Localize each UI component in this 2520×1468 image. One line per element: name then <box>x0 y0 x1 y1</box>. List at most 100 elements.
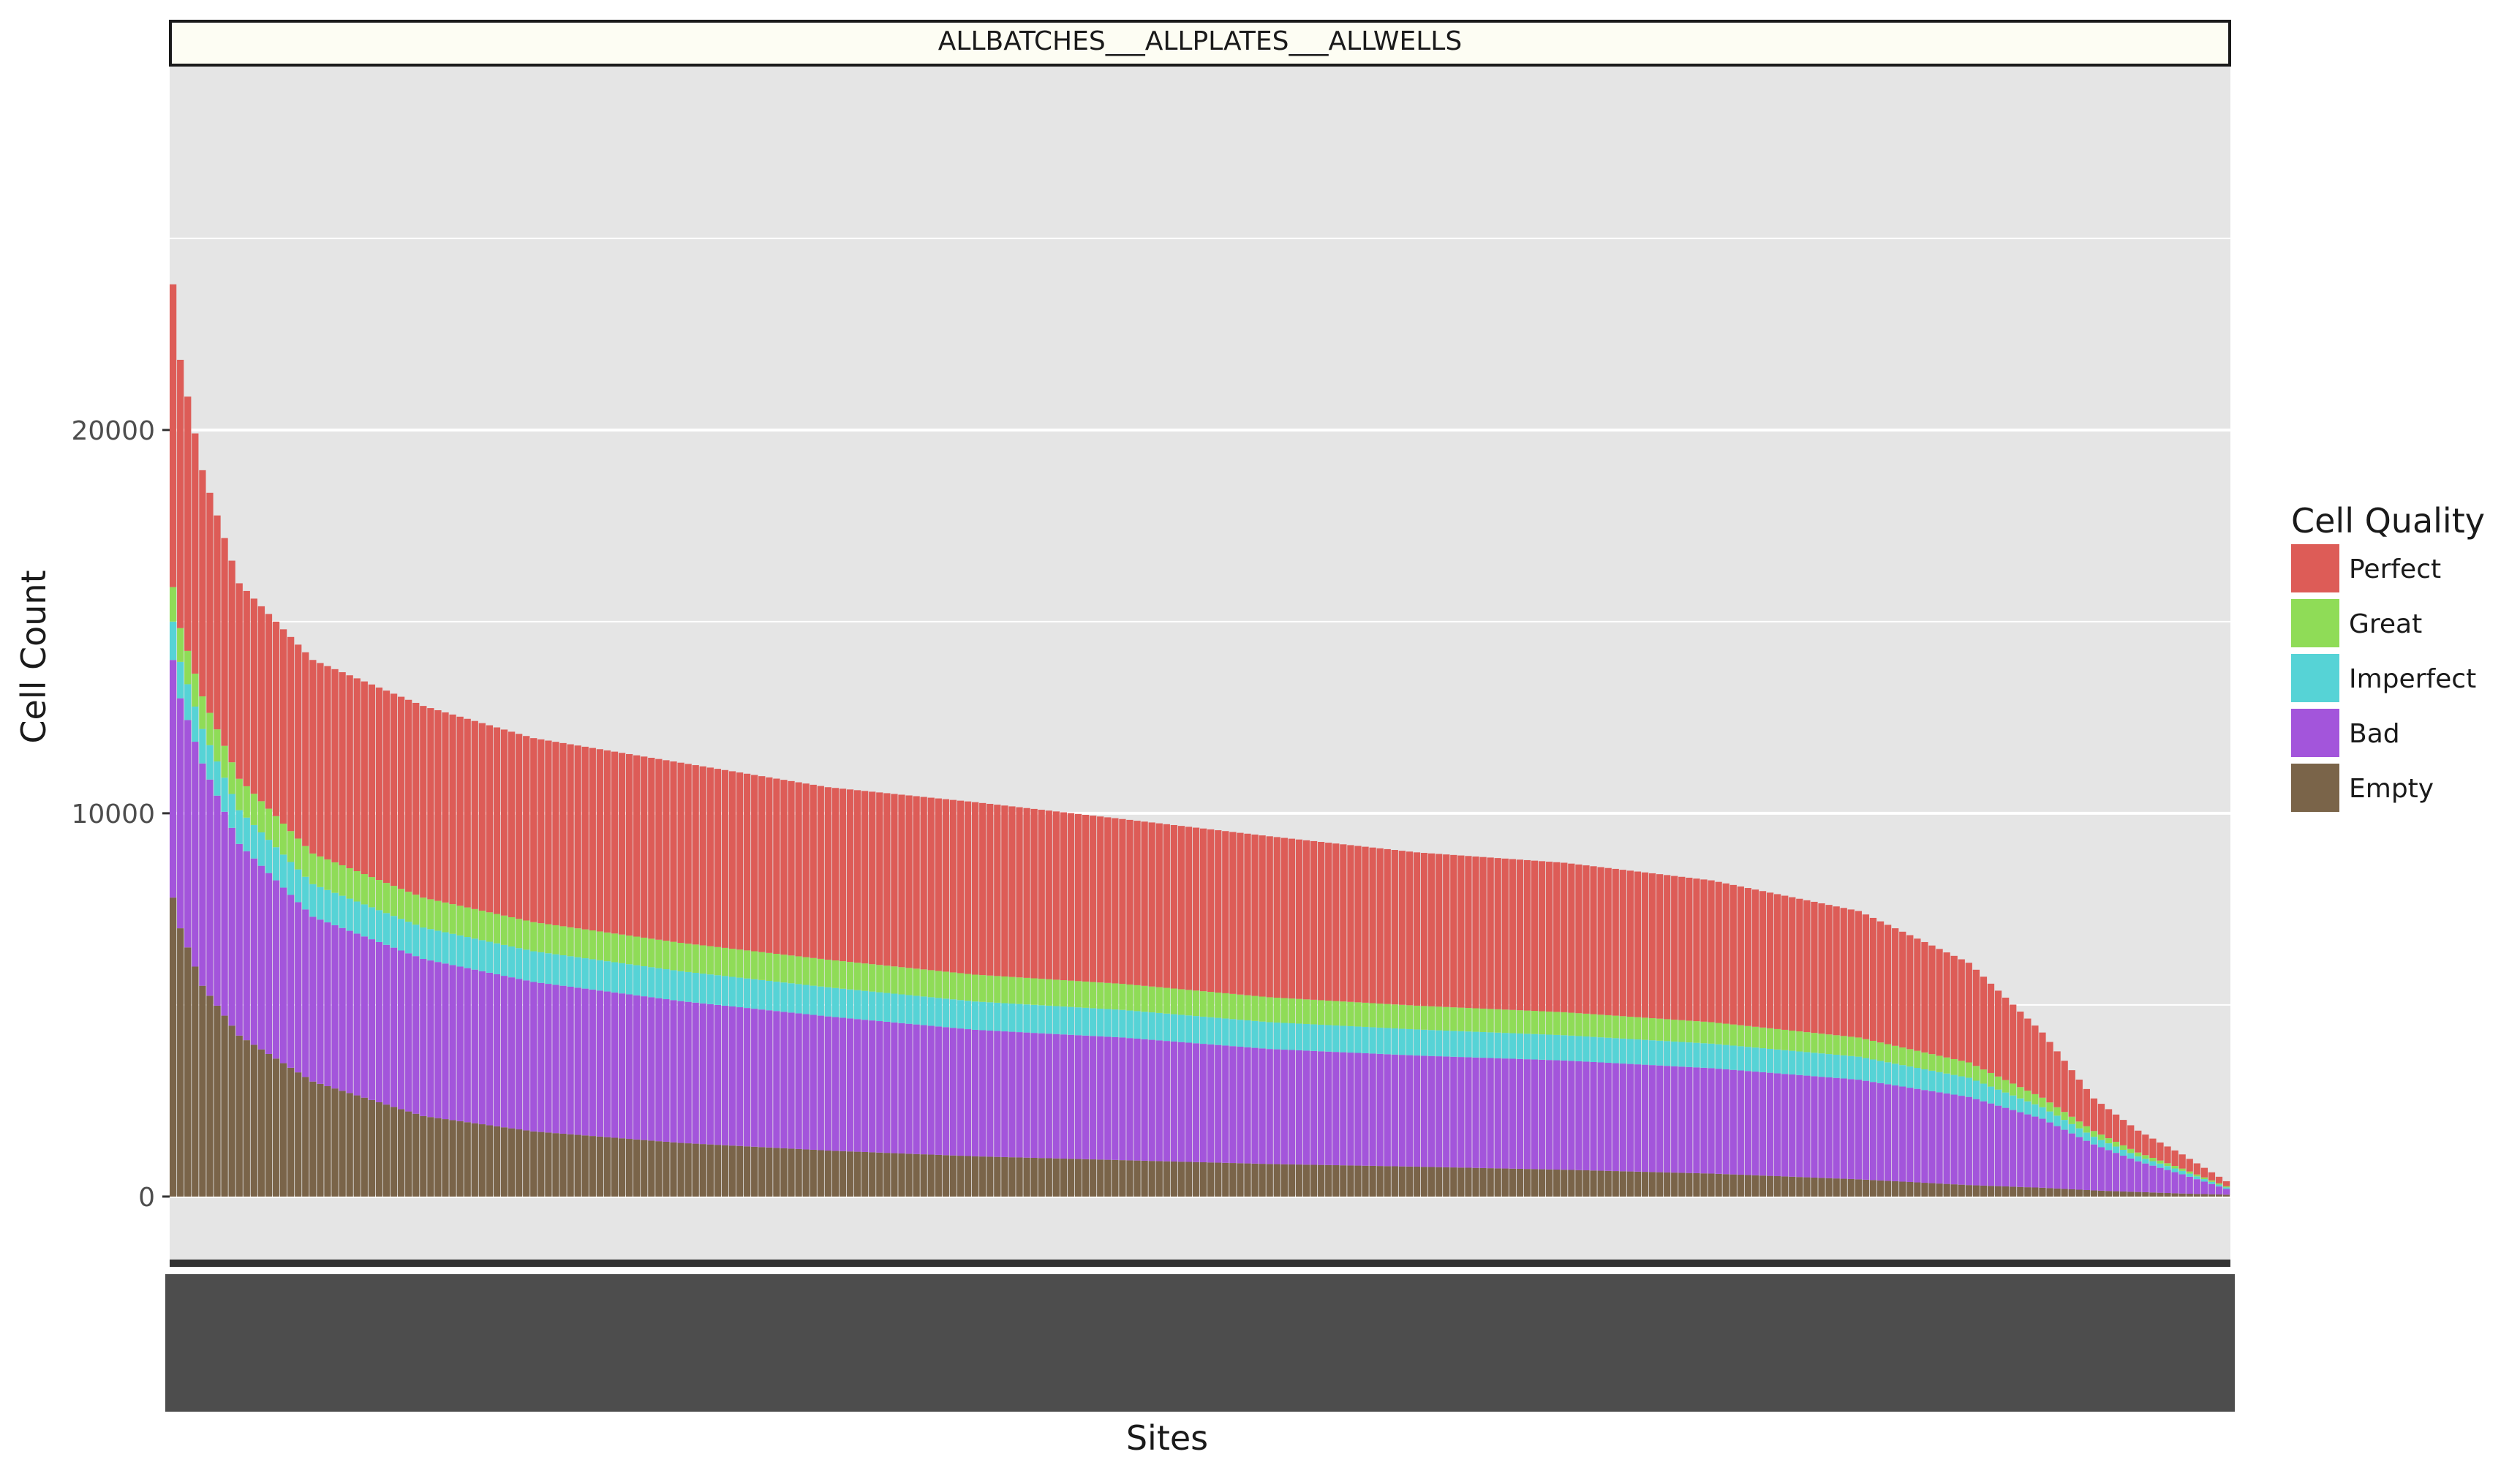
bar-segment-empty <box>2112 1191 2120 1197</box>
site-bar <box>633 755 641 1197</box>
bar-segment-perfect <box>1369 847 1376 1004</box>
bar-segment-imperfect <box>1708 1043 1715 1069</box>
bar-segment-bad <box>949 1028 957 1156</box>
bar-segment-perfect <box>339 672 346 865</box>
bar-segment-imperfect <box>1825 1054 1833 1077</box>
bar-segment-great <box>611 933 619 963</box>
bar-segment-imperfect <box>2135 1156 2142 1162</box>
bar-segment-great <box>228 762 235 794</box>
site-bar <box>1664 875 1671 1197</box>
bar-segment-imperfect <box>1391 1028 1398 1055</box>
bar-segment-imperfect <box>898 994 905 1023</box>
bar-segment-bad <box>824 1016 831 1151</box>
bar-segment-perfect <box>1067 813 1075 981</box>
bar-segment-empty <box>1686 1172 1693 1197</box>
bar-segment-imperfect <box>1876 1061 1885 1083</box>
bar-segment-great <box>1943 1057 1950 1074</box>
bar-segment-imperfect <box>405 922 412 954</box>
bar-segment-imperfect <box>375 910 383 942</box>
bar-segment-great <box>1163 987 1170 1014</box>
site-bar <box>677 762 684 1197</box>
bar-segment-bad <box>523 980 530 1131</box>
bar-segment-perfect <box>1729 884 1737 1025</box>
bar-segment-perfect <box>1840 908 1847 1036</box>
bar-segment-bad <box>1759 1072 1767 1176</box>
bar-segment-bad <box>846 1018 854 1152</box>
bar-segment-empty <box>596 1136 603 1197</box>
bar-segment-perfect <box>530 738 537 922</box>
bar-segment-perfect <box>721 769 729 948</box>
bar-segment-bad <box>1148 1039 1155 1162</box>
site-bar <box>287 636 295 1197</box>
bar-segment-bad <box>405 953 412 1112</box>
bar-segment-great <box>2164 1163 2171 1167</box>
bar-segment-imperfect <box>2200 1179 2208 1182</box>
bar-segment-bad <box>1295 1050 1303 1165</box>
bar-segment-bad <box>853 1019 861 1152</box>
bar-segment-perfect <box>1818 903 1825 1034</box>
bar-segment-great <box>780 955 788 983</box>
bar-segment-perfect <box>1641 872 1649 1018</box>
bar-segment-perfect <box>891 794 898 967</box>
bar-segment-perfect <box>1553 862 1561 1012</box>
bar-segment-empty <box>1354 1165 1362 1197</box>
bar-segment-empty <box>2061 1189 2068 1197</box>
bar-segment-imperfect <box>1332 1025 1340 1053</box>
site-bar <box>397 696 405 1197</box>
bar-segment-perfect <box>2002 997 2010 1080</box>
bar-segment-bad <box>1847 1079 1855 1179</box>
bar-segment-bad <box>1413 1055 1421 1167</box>
bar-segment-great <box>2010 1083 2017 1096</box>
bar-segment-bad <box>2135 1161 2142 1192</box>
bar-segment-great <box>1766 1028 1774 1049</box>
site-bar <box>1266 836 1273 1197</box>
bar-segment-empty <box>1811 1177 1818 1197</box>
bar-segment-great <box>994 976 1001 1003</box>
bar-segment-perfect <box>1427 853 1436 1006</box>
bar-segment-empty <box>869 1152 876 1197</box>
bar-segment-great <box>243 786 250 818</box>
bar-segment-bad <box>1766 1072 1774 1176</box>
bar-segment-perfect <box>1038 810 1045 979</box>
bar-segment-imperfect <box>1398 1028 1406 1055</box>
bar-segment-empty <box>2032 1187 2039 1197</box>
bar-segment-bad <box>648 997 655 1141</box>
bar-segment-imperfect <box>766 980 773 1011</box>
bar-segment-perfect <box>824 787 831 960</box>
bar-segment-great <box>1501 1009 1509 1034</box>
legend-label-empty: Empty <box>2349 774 2434 804</box>
site-bar <box>1766 892 1774 1197</box>
site-bar <box>559 742 567 1197</box>
bar-segment-great <box>876 965 883 993</box>
bar-segment-great <box>170 587 177 622</box>
bar-segment-perfect <box>397 696 405 889</box>
bar-segment-bad <box>1862 1080 1870 1180</box>
bar-segment-great <box>1700 1021 1708 1044</box>
strip-background <box>169 20 2231 67</box>
site-bar <box>744 773 751 1197</box>
bar-segment-bad <box>721 1005 729 1145</box>
bar-segment-bad <box>1516 1058 1524 1169</box>
bar-segment-great <box>1082 981 1090 1008</box>
bar-segment-imperfect <box>1273 1022 1280 1050</box>
bar-segment-imperfect <box>1664 1041 1671 1066</box>
site-bar <box>1332 843 1340 1197</box>
bar-segment-great <box>1987 1072 1995 1087</box>
bar-segment-bad <box>420 959 427 1116</box>
bar-segment-great <box>2105 1138 2113 1144</box>
bar-segment-empty <box>530 1131 537 1197</box>
bar-segment-great <box>721 947 729 976</box>
bar-segment-great <box>434 900 442 931</box>
site-bar <box>434 710 442 1197</box>
bar-segment-imperfect <box>1074 1007 1082 1036</box>
site-bar <box>1818 903 1825 1197</box>
bar-segment-imperfect <box>184 684 192 720</box>
bar-segment-bad <box>1619 1064 1626 1172</box>
bar-segment-bad <box>331 925 339 1089</box>
bar-segment-empty <box>2200 1194 2208 1197</box>
bar-segment-empty <box>1207 1162 1215 1197</box>
site-bar <box>1427 853 1436 1197</box>
bar-segment-empty <box>1921 1183 1928 1197</box>
bar-segment-perfect <box>883 793 891 966</box>
bar-segment-perfect <box>346 675 353 868</box>
